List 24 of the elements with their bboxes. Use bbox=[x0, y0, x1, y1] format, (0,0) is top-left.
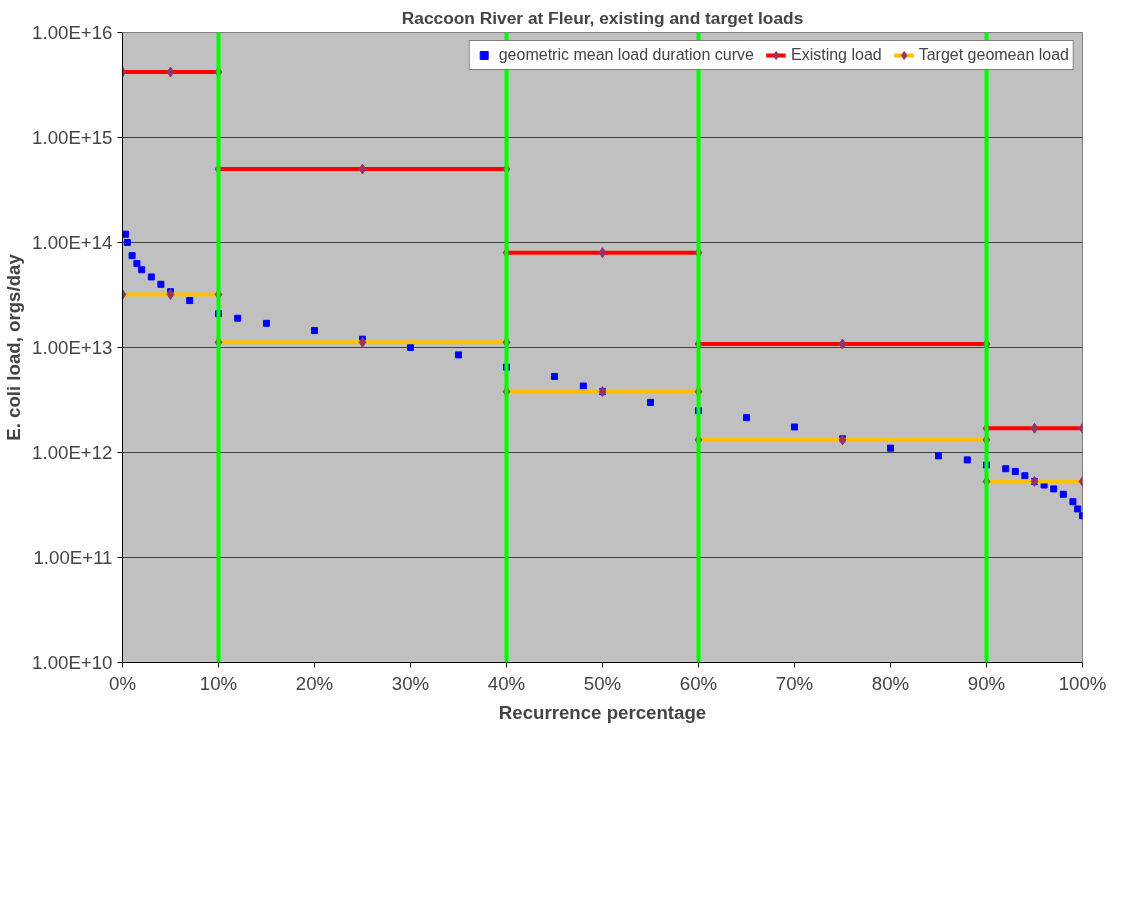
legend-label: Existing load bbox=[790, 46, 882, 64]
x-tick-label: 20% bbox=[295, 672, 334, 694]
x-tick-label: 80% bbox=[871, 672, 910, 694]
x-tick-label: 70% bbox=[775, 672, 814, 694]
x-axis-title: Recurrence percentage bbox=[498, 701, 707, 723]
y-tick-label: 1.00E+14 bbox=[32, 232, 113, 253]
x-tick-label: 40% bbox=[487, 672, 526, 694]
x-tick-label: 90% bbox=[967, 672, 1006, 694]
x-tick-label: 0% bbox=[109, 672, 136, 694]
x-tick-label: 30% bbox=[391, 672, 430, 694]
chart-title: Raccoon River at Fleur, existing and target loads bbox=[401, 7, 804, 28]
x-tick-label: 60% bbox=[679, 672, 718, 694]
y-tick-label: 1.00E+16 bbox=[32, 22, 113, 43]
x-tick-label: 10% bbox=[199, 672, 238, 694]
y-tick-label: 1.00E+12 bbox=[32, 442, 113, 463]
y-tick-label: 1.00E+11 bbox=[33, 547, 113, 568]
y-tick-label: 1.00E+10 bbox=[32, 652, 113, 673]
y-tick-label: 1.00E+13 bbox=[32, 337, 113, 358]
y-axis-title: E. coli load, orgs/day bbox=[3, 253, 25, 441]
x-tick-label: 50% bbox=[583, 672, 622, 694]
legend-label: Target geomean load bbox=[918, 46, 1069, 64]
legend-label: geometric mean load duration curve bbox=[498, 46, 754, 64]
x-tick-label: 100% bbox=[1058, 672, 1107, 694]
y-tick-label: 1.00E+15 bbox=[32, 127, 113, 148]
